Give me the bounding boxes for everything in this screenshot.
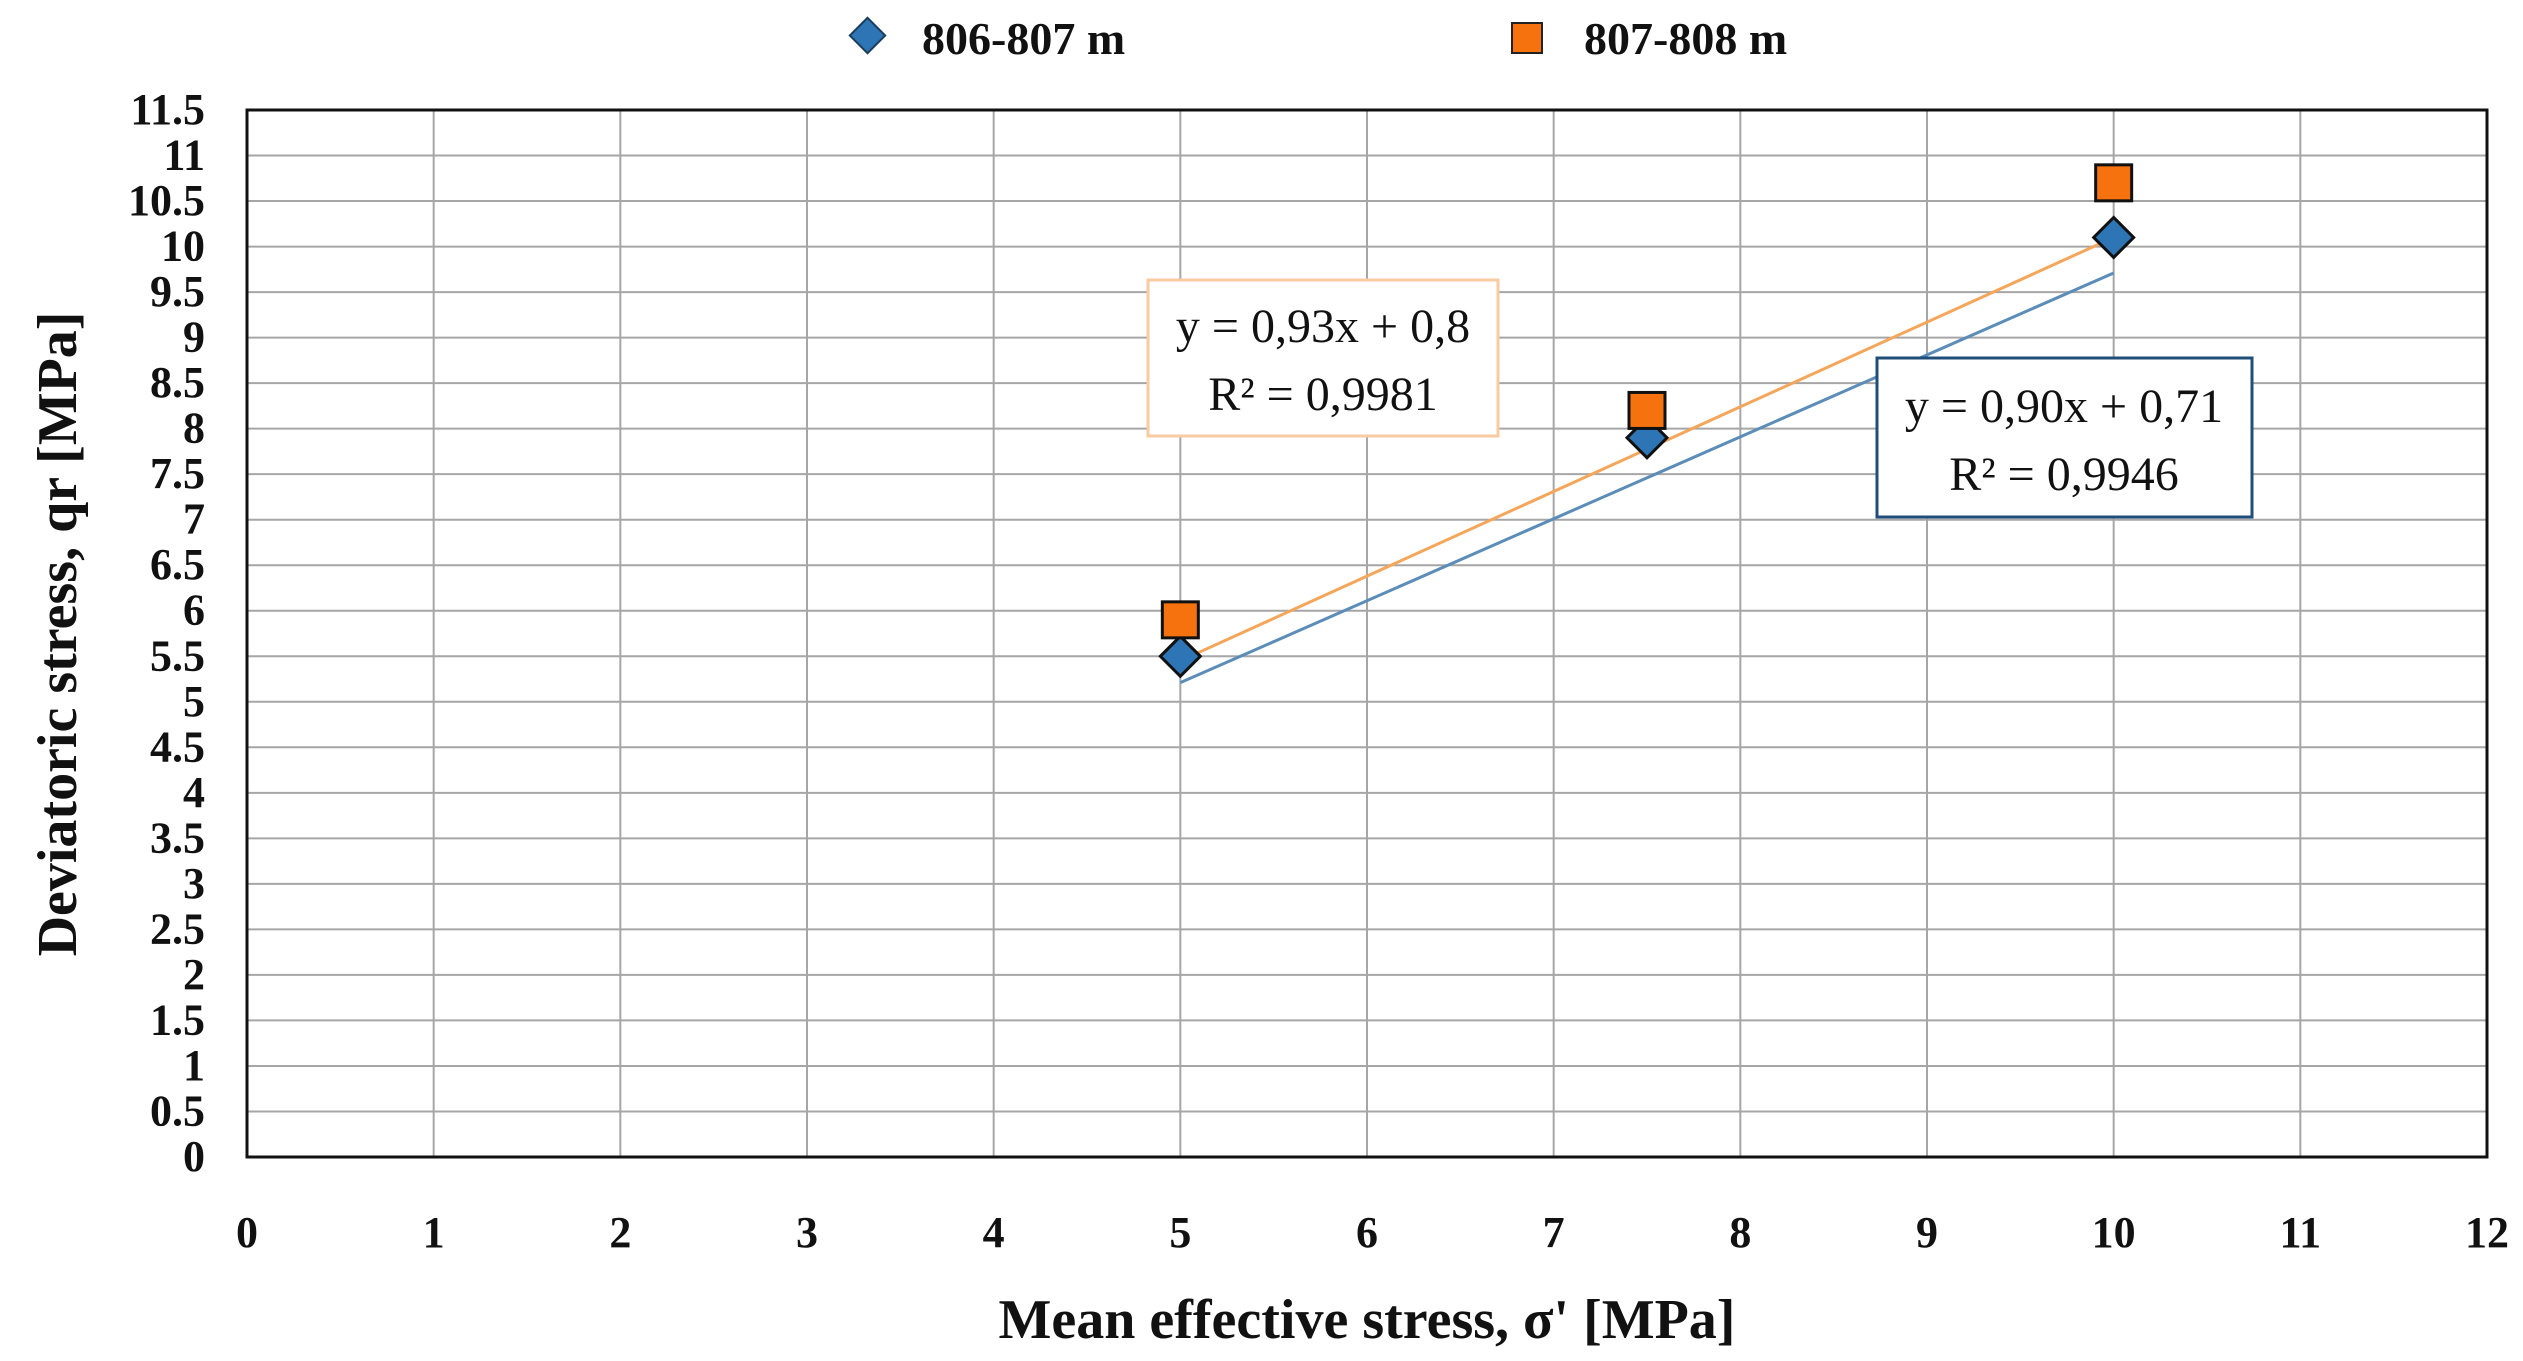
y-tick-label: 10.5 xyxy=(128,176,205,225)
equation-box-807-808: y = 0,93x + 0,8 R² = 0,9981 xyxy=(1146,278,1500,438)
legend-marker-806-807 xyxy=(848,16,887,55)
equation-807-808: y = 0,93x + 0,8 xyxy=(1176,300,1470,353)
y-tick-label: 3.5 xyxy=(150,813,205,862)
data-point-807-808 xyxy=(1627,390,1667,430)
y-tick-label: 7 xyxy=(183,495,205,544)
trendline-806-807-m xyxy=(1179,271,2115,685)
r2-806-807: R² = 0,9946 xyxy=(1949,448,2178,501)
y-tick-label: 11 xyxy=(163,131,205,180)
x-tick-label: 3 xyxy=(796,1208,818,1257)
legend-marker-807-808 xyxy=(1511,22,1543,54)
plot-area-border xyxy=(245,108,2489,1159)
y-tick-label: 8.5 xyxy=(150,358,205,407)
x-tick-label: 8 xyxy=(1729,1208,1751,1257)
x-tick-label: 6 xyxy=(1356,1208,1378,1257)
y-axis-title: Deviatoric stress, qr [MPa] xyxy=(27,312,89,957)
x-tick-label: 9 xyxy=(1916,1208,1938,1257)
grid xyxy=(247,110,2487,1157)
x-tick-label: 2 xyxy=(609,1208,631,1257)
data-points xyxy=(1158,163,2136,679)
y-tick-label: 3 xyxy=(183,859,205,908)
x-tick-label: 0 xyxy=(236,1208,258,1257)
x-axis-title: Mean effective stress, σ' [MPa] xyxy=(999,1289,1736,1351)
x-tick-label: 10 xyxy=(2092,1208,2136,1257)
y-tick-label: 11.5 xyxy=(130,85,205,134)
equation-box-806-807: y = 0,90x + 0,71 R² = 0,9946 xyxy=(1875,356,2254,519)
y-tick-label: 2 xyxy=(183,950,205,999)
equation-box-806-807-frame xyxy=(1875,356,2254,519)
data-point-807-808 xyxy=(2094,163,2134,203)
y-tick-label: 6.5 xyxy=(150,540,205,589)
x-tick-label: 1 xyxy=(423,1208,445,1257)
data-point-807-808 xyxy=(1160,600,1200,640)
data-point-806-807 xyxy=(1158,634,1203,679)
x-tick-label: 12 xyxy=(2465,1208,2509,1257)
y-tick-label: 1 xyxy=(183,1041,205,1090)
y-tick-label: 4 xyxy=(183,768,205,817)
y-tick-label: 8 xyxy=(183,404,205,453)
y-tick-label: 4.5 xyxy=(150,722,205,771)
y-tick-label: 5 xyxy=(183,677,205,726)
x-tick-label: 5 xyxy=(1169,1208,1191,1257)
equation-806-807: y = 0,90x + 0,71 xyxy=(1905,380,2223,433)
y-tick-label: 5.5 xyxy=(150,631,205,680)
x-tick-label: 4 xyxy=(983,1208,1005,1257)
y-axis-ticks: 00.511.522.533.544.555.566.577.588.599.5… xyxy=(128,85,205,1181)
y-tick-label: 9 xyxy=(183,313,205,362)
legend: 806-807 m 807-808 m xyxy=(848,13,1787,64)
y-tick-label: 9.5 xyxy=(150,267,205,316)
y-tick-label: 0.5 xyxy=(150,1086,205,1135)
y-tick-label: 1.5 xyxy=(150,995,205,1044)
x-axis-ticks: 0 1 2 3 4 5 6 7 8 9 10 11 12 xyxy=(236,1208,2509,1257)
y-tick-label: 0 xyxy=(183,1132,205,1181)
y-tick-label: 6 xyxy=(183,586,205,635)
r2-807-808: R² = 0,9981 xyxy=(1208,368,1437,421)
legend-label-807-808: 807-808 m xyxy=(1584,13,1787,64)
equation-box-807-808-frame xyxy=(1146,278,1500,438)
data-point-806-807 xyxy=(2091,215,2136,260)
x-tick-label: 7 xyxy=(1543,1208,1565,1257)
x-tick-label: 11 xyxy=(2280,1208,2322,1257)
y-tick-label: 2.5 xyxy=(150,904,205,953)
y-tick-label: 7.5 xyxy=(150,449,205,498)
y-tick-label: 10 xyxy=(161,222,205,271)
legend-label-806-807: 806-807 m xyxy=(922,13,1125,64)
